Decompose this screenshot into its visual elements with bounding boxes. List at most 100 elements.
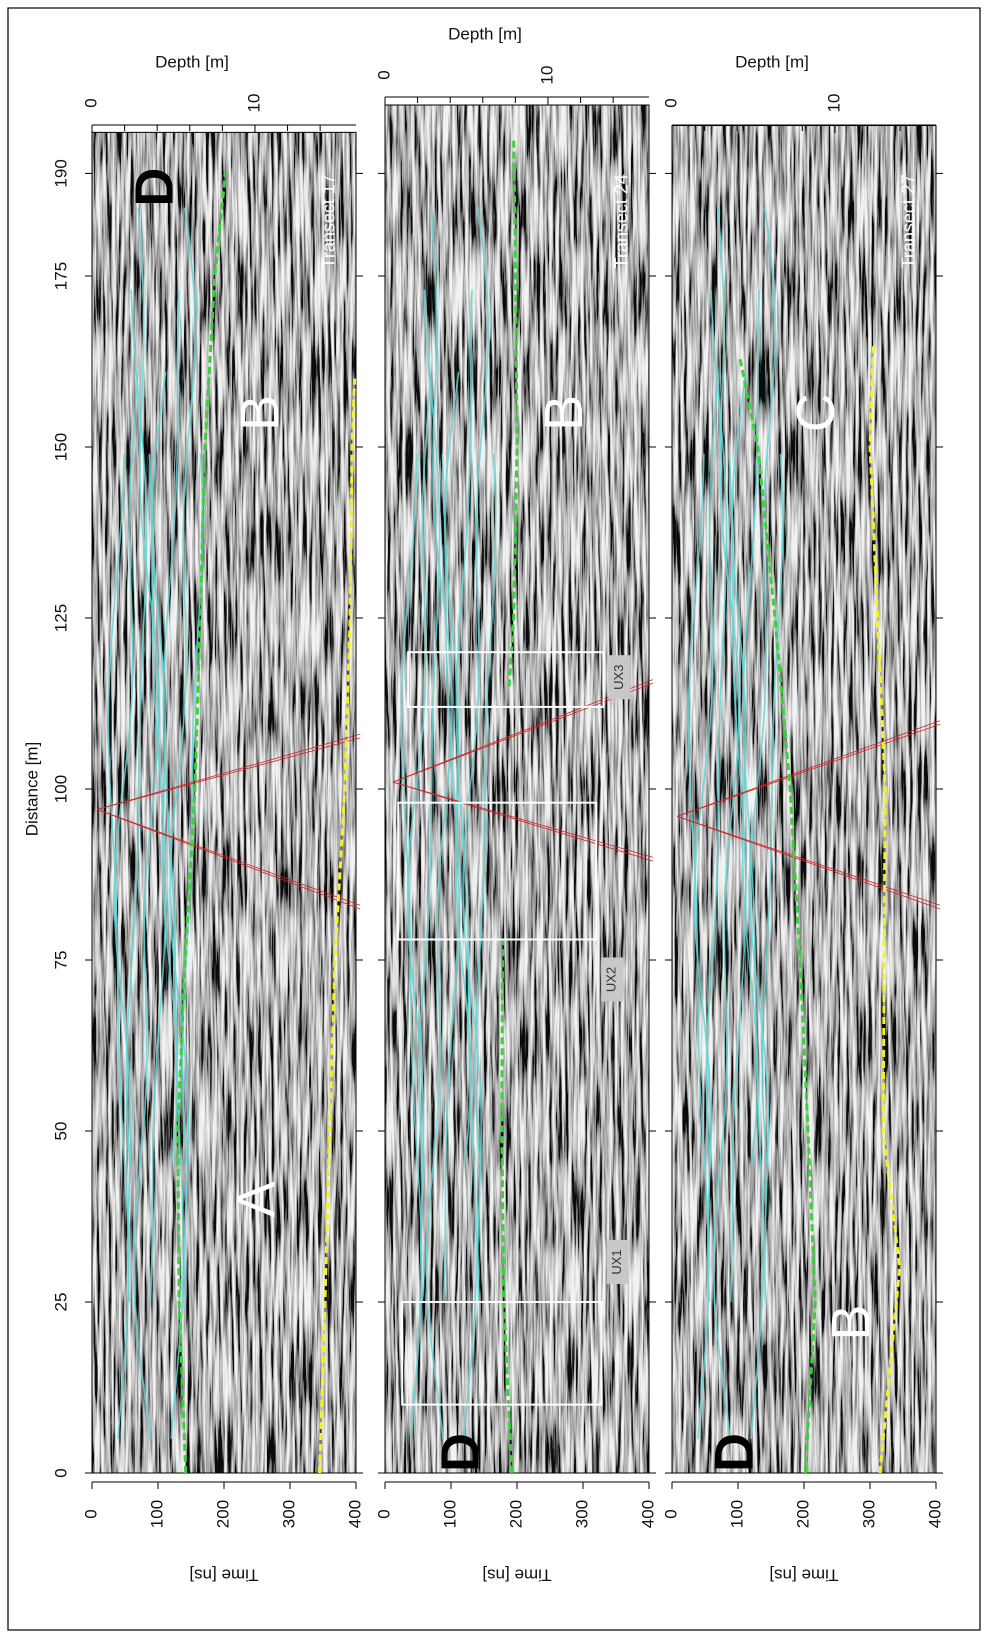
y-tick-label: 100	[440, 1500, 459, 1528]
facies-letter: B	[230, 395, 290, 431]
unit-label-bg	[606, 1240, 629, 1284]
horizon	[507, 139, 519, 687]
unit-box	[407, 651, 605, 708]
y2-axis-label: Depth [m]	[448, 24, 522, 43]
x-tick-label: 75	[51, 951, 70, 970]
y-tick-label: 0	[661, 1509, 680, 1518]
facies-letter: B	[821, 1305, 881, 1341]
y-tick-label: 200	[213, 1500, 232, 1528]
unit-label-bg	[601, 957, 624, 1002]
reflector-trace	[418, 289, 441, 1166]
reflector-trace	[181, 453, 204, 1166]
reflector-trace	[462, 207, 489, 1303]
reflector-trace	[749, 207, 776, 1303]
hyperbola-fit	[677, 815, 941, 906]
y-tick-label: 100	[147, 1500, 166, 1528]
horizon	[176, 173, 227, 1474]
y2-tick-label: 10	[824, 94, 843, 113]
y-axis-label: Time [ns]	[482, 1566, 551, 1585]
y-tick-label: 200	[793, 1500, 812, 1528]
hyperbola-fit	[97, 809, 361, 906]
unit-box	[401, 1301, 603, 1406]
y2-tick-label: 0	[81, 98, 100, 107]
panel-frame	[91, 131, 357, 1474]
reflector-trace	[169, 207, 196, 1303]
facies-letter: D	[704, 1433, 764, 1472]
y2-tick-label: 0	[374, 70, 393, 79]
reflector-trace	[113, 371, 139, 1303]
y2-tick-label: 10	[537, 66, 556, 85]
y-tick-label: 400	[638, 1500, 657, 1528]
y2-tick-label: 0	[661, 98, 680, 107]
unit-label: UX1	[609, 1249, 624, 1274]
y-tick-label: 400	[925, 1500, 944, 1528]
y-tick-label: 300	[572, 1500, 591, 1528]
y2-axis-label: Depth [m]	[155, 52, 229, 71]
horizon	[500, 939, 514, 1474]
facies-letter: D	[124, 168, 184, 207]
radargram-texture	[672, 125, 936, 1473]
y-tick-label: 300	[279, 1500, 298, 1528]
y-tick-label: 400	[345, 1500, 364, 1528]
reflector-trace	[705, 289, 728, 1166]
horizon	[868, 344, 902, 1474]
reflector-trace	[162, 289, 185, 1439]
reflector-trace	[406, 371, 432, 1303]
y-tick-label: 200	[506, 1500, 525, 1528]
facies-letter: D	[430, 1433, 490, 1472]
x-tick-label: 190	[51, 159, 70, 187]
hyperbola-fit	[392, 781, 654, 858]
x-tick-label: 100	[51, 775, 70, 803]
transect-title: Transect 27	[898, 174, 918, 268]
reflector-trace	[455, 289, 478, 1439]
y-axis-label: Time [ns]	[189, 1566, 258, 1585]
x-tick-label: 150	[51, 433, 70, 461]
reflector-trace	[148, 453, 167, 1303]
hyperbola-fit	[677, 720, 941, 817]
hyperbola-fit	[97, 733, 361, 810]
reflector-trace	[425, 207, 453, 1439]
hyperbola-fit	[677, 815, 941, 910]
reflector-trace	[761, 453, 784, 1166]
radargram-texture	[92, 132, 356, 1474]
y2-axis-label: Depth [m]	[735, 52, 809, 71]
reflector-trace	[474, 453, 497, 1166]
reflector-trace	[742, 289, 765, 1439]
x-tick-label: 125	[51, 604, 70, 632]
reflector-trace	[441, 453, 460, 1303]
unit-label-bg	[608, 655, 631, 700]
x-tick-label: 50	[51, 1122, 70, 1141]
unit-label: UX3	[611, 665, 626, 690]
hyperbola-fit	[97, 737, 361, 810]
reflector-trace	[132, 207, 160, 1439]
hyperbola-fit	[97, 809, 361, 910]
x-tick-label: 25	[51, 1293, 70, 1312]
hyperbola-fit	[392, 781, 654, 862]
transect-title: Transect 24	[611, 174, 631, 268]
unit-label: UX2	[604, 967, 619, 992]
y-tick-label: 0	[374, 1509, 393, 1518]
y-tick-label: 300	[859, 1500, 878, 1528]
reflector-trace	[712, 207, 740, 1439]
panel-frame	[671, 125, 937, 1474]
x-tick-label: 175	[51, 262, 70, 290]
x-tick-label: 0	[51, 1468, 70, 1477]
hyperbola-fit	[392, 682, 654, 783]
facies-letter: B	[534, 395, 594, 431]
y-axis-label: Time [ns]	[769, 1566, 838, 1585]
horizon	[318, 378, 357, 1474]
y2-tick-label: 10	[244, 94, 263, 113]
y-tick-label: 100	[727, 1500, 746, 1528]
transect-title: Transect 17	[318, 174, 338, 268]
y-tick-label: 0	[81, 1509, 100, 1518]
facies-letter: C	[786, 393, 846, 432]
facies-letter: A	[227, 1181, 287, 1217]
unit-box	[397, 801, 598, 941]
horizon	[738, 357, 817, 1474]
reflector-trace	[693, 371, 719, 1303]
x-axis-label: Distance [m]	[22, 742, 41, 836]
reflector-trace	[125, 289, 148, 1166]
hyperbola-fit	[677, 723, 941, 817]
